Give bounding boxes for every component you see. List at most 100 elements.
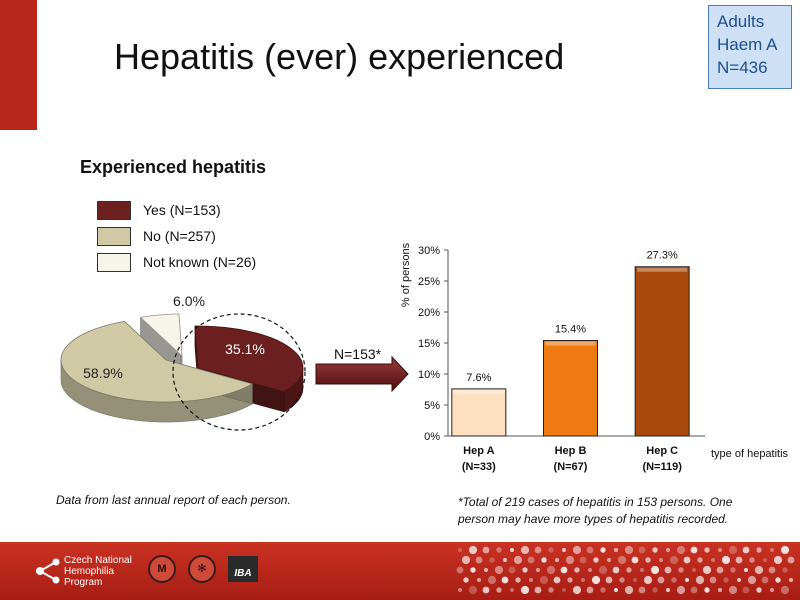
category-sublabel: (N=119) (642, 461, 682, 473)
decor-dot (652, 587, 658, 593)
decor-dot (565, 555, 575, 565)
decor-dot (494, 565, 504, 575)
decor-dot (633, 578, 637, 582)
decor-dot (456, 566, 464, 574)
faculty-seal-icon: ✻ (188, 555, 216, 583)
decor-dot (650, 565, 660, 575)
decor-dot (666, 548, 670, 552)
decor-dot (716, 566, 724, 574)
org-line: Czech National (64, 555, 132, 566)
decor-dot (787, 556, 795, 564)
bar-value-label: 7.6% (466, 372, 491, 384)
decor-dot (721, 555, 731, 565)
decor-dot (510, 548, 514, 552)
slide-title: Hepatitis (ever) experienced (114, 36, 565, 77)
decor-dot (468, 585, 478, 595)
decor-dot (770, 588, 774, 592)
decor-dot (567, 577, 573, 583)
decor-dot (747, 575, 757, 585)
bar-chart: 0% 5% 10% 15% 20% 25% 30% % of persons type of h… (400, 242, 789, 473)
decor-dot (463, 577, 469, 583)
y-tick-label: 25% (418, 276, 440, 288)
tag-line: N=436 (717, 58, 768, 77)
decor-dot (697, 557, 703, 563)
decor-dot (593, 557, 599, 563)
bar-highlight (453, 389, 504, 394)
decor-dot (617, 555, 627, 565)
charts-canvas: 35.1% 58.9% 6.0% 0% 5% 10% 15% 20% 25% 30% % of p… (60, 242, 789, 473)
pie-slice-label: 58.9% (83, 365, 123, 381)
decor-dot (704, 547, 710, 553)
y-tick-label: 20% (418, 307, 440, 319)
iba-logo: IBA (228, 556, 258, 582)
decor-dot (489, 557, 495, 563)
decor-dot (754, 565, 764, 575)
decor-dot (695, 575, 705, 585)
decor-dot (718, 588, 722, 592)
pie-slice-label: 6.0% (173, 293, 205, 309)
decor-dot (560, 566, 568, 574)
decor-dot (638, 546, 646, 554)
decor-dot (513, 555, 523, 565)
decor-dot (763, 558, 767, 562)
decor-dot (773, 555, 783, 565)
decor-dot (508, 566, 516, 574)
decor-dot (685, 578, 689, 582)
decor-dot (657, 576, 665, 584)
decor-dot (728, 545, 738, 555)
decor-dot (475, 556, 483, 564)
decor-dot (477, 578, 481, 582)
decor-dot (643, 575, 653, 585)
decor-dot (605, 576, 613, 584)
category-label: Hep C (646, 445, 678, 457)
decor-dot (600, 547, 606, 553)
footer-org-name: Czech National Hemophilia Program (64, 555, 132, 588)
decor-dot (458, 548, 462, 552)
decor-dot (723, 577, 729, 583)
decor-dot (742, 586, 750, 594)
decor-dot (704, 587, 710, 593)
decorative-dots-pattern (456, 545, 795, 595)
legend-swatch-not-known (97, 252, 131, 272)
decor-dot (487, 575, 497, 585)
right-arrow-icon (315, 355, 409, 393)
decor-dot (659, 558, 663, 562)
decor-dot (638, 586, 646, 594)
decor-dot (749, 557, 755, 563)
decor-dot (626, 567, 632, 573)
decor-dot (496, 587, 502, 593)
decor-dot (690, 546, 698, 554)
decor-dot (468, 545, 478, 555)
org-line: Hemophilia (64, 566, 115, 577)
decor-dot (718, 548, 722, 552)
decor-dot (768, 566, 776, 574)
transition-arrow (315, 355, 409, 393)
decor-dot (737, 578, 741, 582)
decor-dot (730, 567, 736, 573)
decor-dot (482, 546, 490, 554)
legend-swatch-yes (97, 200, 131, 220)
decor-dot (522, 567, 528, 573)
decor-dot (546, 565, 556, 575)
decor-dot (548, 547, 554, 553)
decor-dot (510, 588, 514, 592)
decor-dot (458, 588, 462, 592)
legend-label-yes: Yes (N=153) (143, 202, 221, 218)
decor-dot (562, 588, 566, 592)
decor-dot (780, 545, 790, 555)
bar (634, 266, 690, 437)
decor-dot (501, 576, 509, 584)
y-tick-label: 5% (424, 400, 440, 412)
pie-section-title: Experienced hepatitis (80, 157, 267, 177)
population-tag-box: Adults Haem A N=436 (708, 5, 792, 89)
org-line: Program (64, 577, 103, 588)
decor-dot (588, 568, 592, 572)
decor-dot (683, 556, 691, 564)
decor-dot (735, 556, 743, 564)
decor-dot (775, 577, 781, 583)
bar-value-label: 27.3% (647, 250, 678, 262)
decor-dot (520, 545, 530, 555)
decor-dot (770, 548, 774, 552)
decor-dot (484, 568, 488, 572)
decor-dot (562, 548, 566, 552)
